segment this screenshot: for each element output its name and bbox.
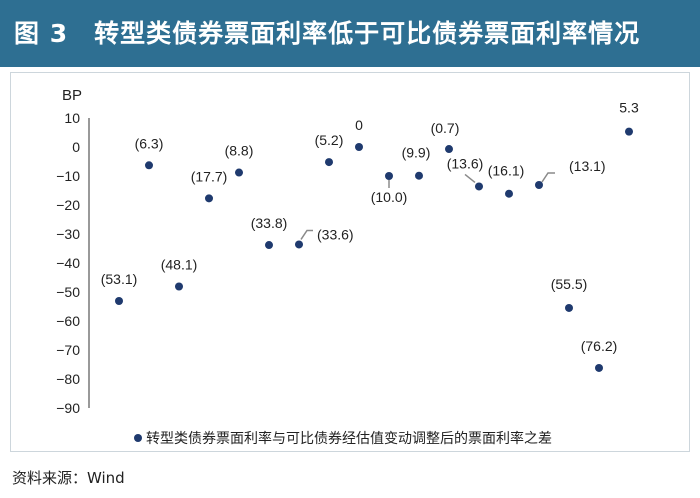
y-tick-label: −90 bbox=[56, 400, 80, 416]
data-point bbox=[205, 194, 213, 203]
data-label: (16.1) bbox=[488, 163, 525, 179]
data-point bbox=[355, 143, 363, 151]
y-tick-label: −20 bbox=[56, 197, 80, 213]
data-point bbox=[445, 145, 453, 154]
y-tick-label: −10 bbox=[56, 168, 80, 184]
y-tick-label: −60 bbox=[56, 313, 80, 329]
y-tick-label: −80 bbox=[56, 371, 80, 387]
data-points bbox=[115, 127, 633, 372]
y-tick-label: −50 bbox=[56, 284, 80, 300]
data-label: (8.8) bbox=[225, 143, 254, 159]
legend-label: 转型类债券票面利率与可比债券经估值变动调整后的票面利率之差 bbox=[146, 430, 552, 447]
y-tick-label: 10 bbox=[64, 110, 80, 126]
chart-title: 图 3 转型类债券票面利率低于可比债券票面利率情况 bbox=[14, 19, 641, 48]
data-label: (6.3) bbox=[135, 135, 164, 151]
data-label: (33.8) bbox=[251, 215, 288, 231]
leader-line bbox=[300, 229, 313, 240]
data-point bbox=[475, 182, 483, 191]
source-note: 资料来源：Wind bbox=[12, 469, 125, 487]
leader-lines bbox=[300, 172, 555, 240]
data-label: (9.9) bbox=[402, 145, 431, 161]
y-tick-label: −70 bbox=[56, 342, 80, 358]
y-tick-label: −30 bbox=[56, 226, 80, 242]
data-label: (13.6) bbox=[447, 155, 484, 171]
leader-line bbox=[464, 173, 476, 184]
data-label: (5.2) bbox=[315, 132, 344, 148]
data-label: (48.1) bbox=[161, 256, 198, 272]
data-label: (13.1) bbox=[569, 158, 606, 174]
data-point bbox=[565, 303, 573, 312]
data-label: (53.1) bbox=[101, 271, 138, 287]
data-point bbox=[145, 161, 153, 170]
data-label: (33.6) bbox=[317, 226, 354, 242]
y-tick-label: 0 bbox=[72, 139, 80, 155]
data-point bbox=[235, 168, 243, 177]
data-label: (0.7) bbox=[431, 120, 460, 136]
data-point bbox=[505, 189, 513, 198]
data-point bbox=[265, 241, 273, 250]
data-point bbox=[415, 171, 423, 180]
data-point bbox=[385, 172, 393, 180]
y-tick-labels: 10 0 −10 −20 −30 −40 −50 −60 −70 −80 −90 bbox=[56, 110, 80, 416]
data-label: 0 bbox=[355, 117, 363, 133]
legend: 转型类债券票面利率与可比债券经估值变动调整后的票面利率之差 bbox=[134, 430, 552, 447]
data-labels: (53.1) (6.3) (48.1) (17.7) (8.8) (33.8) (33.6)… bbox=[101, 100, 639, 354]
data-label: (76.2) bbox=[581, 338, 618, 354]
data-point bbox=[625, 127, 633, 136]
data-point bbox=[175, 282, 183, 291]
data-label: (17.7) bbox=[191, 168, 228, 184]
y-tick-label: −40 bbox=[56, 255, 80, 271]
data-label: (55.5) bbox=[551, 276, 588, 292]
data-point bbox=[115, 296, 123, 305]
data-point bbox=[325, 158, 333, 167]
data-label: 5.3 bbox=[619, 100, 639, 116]
leader-line bbox=[541, 172, 555, 183]
title-bar: 图 3 转型类债券票面利率低于可比债券票面利率情况 bbox=[0, 0, 700, 67]
data-point bbox=[595, 363, 603, 372]
data-point bbox=[535, 180, 543, 189]
legend-marker bbox=[134, 434, 142, 442]
data-label: (10.0) bbox=[371, 189, 408, 205]
data-point bbox=[295, 240, 303, 249]
chart-frame bbox=[10, 72, 690, 452]
y-axis-label: BP bbox=[62, 87, 82, 104]
